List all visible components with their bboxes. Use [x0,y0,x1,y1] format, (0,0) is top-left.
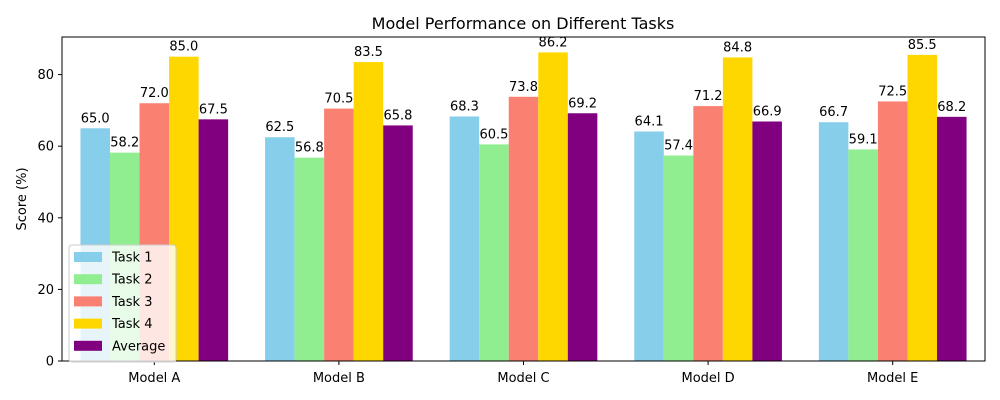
data-label: 59.1 [849,132,878,147]
y-tick-label: 0 [46,355,54,370]
data-labels-group: 65.0 62.5 68.3 64.1 66.7 58.2 56.8 60.5 57.4 59.1… [81,35,966,155]
y-tick-label: 80 [37,68,54,83]
data-label: 66.9 [753,104,782,119]
bar [848,149,878,361]
chart-title: Model Performance on Different Tasks [372,14,675,33]
data-label: 68.2 [937,100,966,115]
legend-label: Task 2 [111,273,152,288]
legend-label: Average [112,339,165,354]
data-label: 73.8 [509,80,538,95]
x-tick-label: Model C [497,371,549,386]
legend-label: Task 3 [111,295,152,310]
bar [634,131,664,361]
data-label: 85.0 [169,40,198,55]
data-label: 84.8 [723,40,752,55]
x-tick-label: Model D [682,371,735,386]
bar [663,155,694,361]
x-tick-label: Model E [867,371,918,386]
bar [383,125,413,361]
data-label: 57.4 [664,139,693,154]
legend-swatch [74,252,102,262]
data-label: 62.5 [265,120,294,135]
data-label: 67.5 [199,102,228,117]
legend-label: Task 4 [111,317,152,332]
data-label: 68.3 [450,99,479,114]
bar [907,54,938,362]
bar [818,122,849,361]
bar [294,157,325,361]
y-tick-label: 40 [37,211,54,226]
data-label: 86.2 [539,35,568,50]
data-label: 72.5 [878,84,907,99]
bar [353,62,384,362]
data-label: 69.2 [568,96,597,111]
bars-group [80,52,967,362]
bar [449,116,480,361]
bar [508,96,539,361]
data-label: 65.0 [81,111,110,126]
y-tick-label: 60 [37,140,54,155]
bar [538,52,568,362]
y-axis-label: Score (%) [15,167,30,230]
x-tick-label: Model B [313,371,365,386]
bar [265,137,295,361]
legend-swatch [74,318,102,329]
bar [479,144,509,361]
bar [752,121,782,362]
data-label: 83.5 [354,45,383,60]
data-label: 56.8 [295,141,324,156]
axes-group: 0 20 40 60 80 Model A Model B Model C Model D Mod… [37,36,986,386]
legend-swatch [74,296,102,307]
data-label: 71.2 [694,89,723,104]
legend-swatch [74,340,102,351]
data-label: 85.5 [908,38,937,53]
bar [877,101,908,361]
legend-label: Task 1 [111,251,152,266]
bar [198,119,229,361]
bar [937,116,967,362]
data-label: 70.5 [324,92,353,107]
data-label: 72.0 [140,86,169,101]
x-tick-label: Model A [128,371,180,386]
data-label: 64.1 [635,115,664,130]
bar [567,113,598,362]
bar [324,108,354,362]
bar [693,106,723,361]
bar [722,57,753,362]
data-label: 66.7 [819,105,848,120]
legend-swatch [74,274,102,285]
data-label: 58.2 [110,136,139,151]
data-label: 60.5 [479,127,508,142]
legend: Task 1 Task 2 Task 3 Task 4 Average [68,244,177,363]
y-tick-label: 20 [37,283,54,298]
data-label: 65.8 [383,108,412,123]
